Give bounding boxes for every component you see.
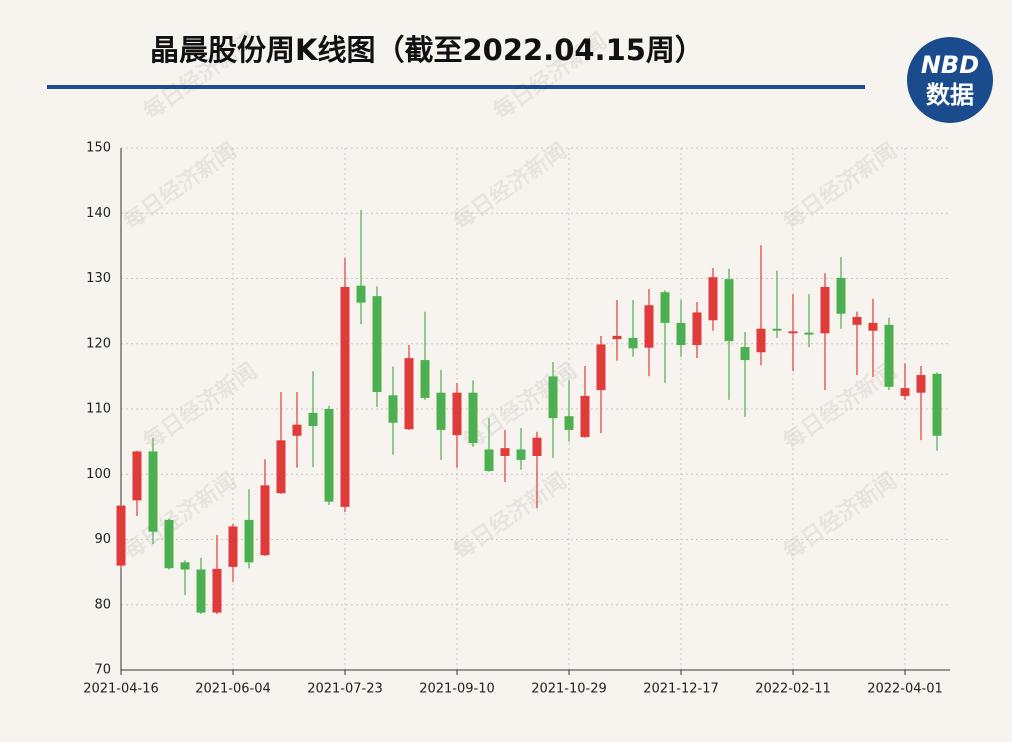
y-tick-label: 150 (86, 141, 111, 156)
logo-text: NBD (921, 51, 979, 79)
candle-body (884, 324, 894, 387)
y-tick-label: 100 (86, 467, 111, 482)
candle-body (788, 331, 798, 334)
candle-body (676, 322, 686, 346)
watermark: 每日经济新闻 (449, 468, 572, 565)
x-tick-label: 2021-09-10 (419, 682, 495, 697)
candle-body (756, 328, 766, 353)
watermark: 每日经济新闻 (139, 358, 262, 455)
chart-title: 晶晨股份周K线图（截至2022.04.15周） (150, 33, 704, 67)
candle-body (596, 344, 606, 391)
y-tick-label: 110 (86, 402, 111, 417)
y-tick-label: 80 (94, 597, 111, 612)
candle-body (836, 277, 846, 314)
candle-body (436, 392, 446, 430)
candle-body (500, 448, 510, 456)
y-tick-label: 140 (86, 206, 111, 221)
candle-body (868, 322, 878, 331)
candle-body (740, 347, 750, 361)
candle-body (212, 568, 222, 613)
candle-body (644, 305, 654, 348)
candle-body (164, 519, 174, 569)
candle-body (276, 440, 286, 494)
x-tick-label: 2021-07-23 (307, 682, 383, 697)
candle-body (612, 335, 622, 340)
candle-body (228, 526, 238, 567)
y-tick-label: 90 (94, 532, 111, 547)
watermark: 每日经济新闻 (779, 358, 902, 455)
watermark: 每日经济新闻 (119, 138, 242, 235)
candle-body (340, 286, 350, 507)
candle-body (900, 388, 910, 396)
candle-body (548, 376, 558, 419)
candle-body (772, 328, 782, 331)
candle-body (244, 519, 254, 563)
candle-body (660, 292, 670, 323)
x-tick-label: 2021-06-04 (195, 682, 271, 697)
title-rule (47, 85, 865, 89)
y-tick-label: 70 (94, 663, 111, 678)
watermark: 每日经济新闻 (779, 468, 902, 565)
candle-body (468, 392, 478, 443)
candle-body (628, 337, 638, 349)
watermark: 每日经济新闻 (449, 138, 572, 235)
candle-body (308, 412, 318, 426)
candle-body (148, 451, 158, 532)
candle-body (724, 279, 734, 342)
candle-body (372, 296, 382, 393)
candle-body (484, 449, 494, 471)
candle-body (692, 312, 702, 346)
candle-body (452, 392, 462, 436)
candle-body (356, 285, 366, 303)
x-tick-label: 2021-12-17 (643, 682, 719, 697)
candle-body (804, 332, 814, 335)
watermark: 每日经济新闻 (779, 138, 902, 235)
candle-body (324, 409, 334, 502)
x-tick-label: 2022-04-01 (867, 682, 943, 697)
candle-body (516, 449, 526, 460)
logo-text: 数据 (926, 81, 974, 109)
logo (907, 37, 993, 123)
candle-body (852, 316, 862, 325)
candle-body (708, 277, 718, 321)
candle-body (532, 437, 542, 456)
candle-body (196, 569, 206, 613)
candle-body (260, 485, 270, 556)
candle-body (564, 416, 574, 430)
x-tick-label: 2021-10-29 (531, 682, 607, 697)
candle-body (420, 360, 430, 398)
candle-body (388, 395, 398, 423)
candle-body (116, 505, 126, 566)
y-tick-label: 120 (86, 336, 111, 351)
candle-body (580, 395, 590, 438)
x-tick-label: 2022-02-11 (755, 682, 831, 697)
candle-body (292, 424, 302, 436)
candle-body (932, 373, 942, 436)
candle-body (916, 375, 926, 393)
x-tick-label: 2021-04-16 (83, 682, 159, 697)
candle-body (132, 451, 142, 501)
candle-body (820, 286, 830, 334)
y-tick-label: 130 (86, 271, 111, 286)
candle-body (404, 358, 414, 430)
candle-body (180, 562, 190, 570)
